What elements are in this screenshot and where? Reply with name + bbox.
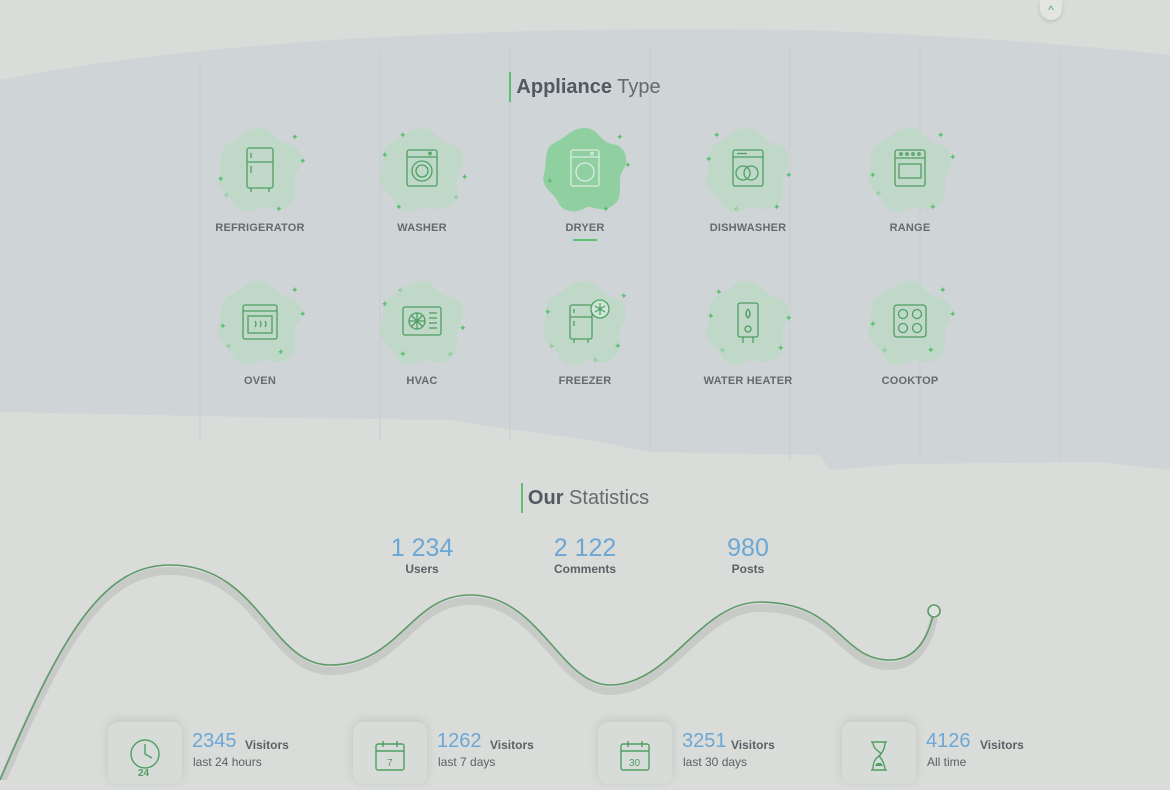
dishwasher-icon	[732, 149, 764, 187]
svg-text:✦: ✦	[461, 172, 467, 182]
appliance-dryer[interactable]: ✦ ✦ ✦ ✦ DRYER	[515, 126, 655, 256]
svg-text:✦: ✦	[949, 309, 955, 319]
water-heater-icon	[737, 302, 759, 343]
dryer-icon	[570, 149, 600, 187]
svg-text:✦: ✦	[929, 202, 937, 212]
svg-text:✦: ✦	[939, 285, 947, 295]
appliance-dishwasher[interactable]: ✦ ✦ ✦ ✧ ✦ DISHWASHER	[705, 128, 793, 234]
svg-text:7: 7	[387, 758, 393, 769]
appliance-section-title: Appliance Type	[0, 72, 1170, 102]
svg-text:24: 24	[138, 768, 150, 776]
svg-text:✦: ✦	[299, 309, 305, 319]
svg-text:✧: ✧	[719, 346, 726, 355]
svg-text:✦: ✦	[602, 204, 610, 214]
washer-icon	[406, 149, 438, 187]
stats-wave-shadow	[0, 566, 938, 780]
freezer-icon	[569, 299, 610, 343]
svg-text:✦: ✦	[869, 170, 877, 180]
svg-text:✧: ✧	[733, 205, 740, 214]
svg-text:✦: ✦	[949, 152, 955, 162]
svg-text:✧: ✧	[223, 191, 230, 200]
wave-end-dot	[927, 604, 941, 618]
range-icon	[894, 149, 926, 187]
stats-wave	[0, 564, 935, 780]
clock-24-icon: 24	[130, 739, 160, 776]
appliance-cooktop[interactable]: ✦ ✦ ✦ ✧ ✦ COOKTOP	[840, 279, 980, 409]
svg-text:✦: ✦	[614, 341, 622, 351]
svg-text:✦: ✦	[291, 132, 299, 142]
visitors-30d: 30 3251 Visitors last 30 days	[598, 720, 828, 790]
svg-text:✧: ✧	[881, 346, 888, 355]
appliance-hvac[interactable]: ✦ ✧ ✦ ✧ ✦ HVAC	[352, 279, 492, 409]
hourglass-icon	[871, 741, 887, 771]
active-underline	[573, 239, 597, 241]
appliance-range[interactable]: ✦ ✦ ✦ ✧ ✦ RANGE	[868, 128, 955, 234]
appliance-oven[interactable]: ✦ ✦ ✦ ✧ ✦ OVEN	[190, 279, 330, 409]
appliance-refrigerator[interactable]: ✦ ✦ ✦ ✧ ✦ REFRIGERATOR	[190, 126, 330, 256]
svg-text:✦: ✦	[773, 202, 781, 212]
svg-text:✦: ✦	[395, 202, 403, 212]
oven-icon	[242, 304, 278, 340]
svg-text:✦: ✦	[381, 150, 389, 160]
svg-text:✦: ✦	[299, 156, 305, 166]
cooktop-icon	[893, 304, 927, 338]
stat-users: 1 234 Users	[390, 534, 454, 576]
appliance-freezer[interactable]: ✦ ✦ ✧ ✦ ✧ FREEZER	[515, 279, 655, 409]
svg-text:✦: ✦	[869, 319, 877, 329]
svg-text:✦: ✦	[217, 174, 225, 184]
svg-text:✦: ✦	[275, 204, 283, 214]
svg-text:✦: ✦	[546, 176, 554, 186]
svg-text:✦: ✦	[620, 291, 628, 301]
visitors-24h: 24 2345 Visitors last 24 hours	[108, 720, 338, 790]
stat-posts: 980 Posts	[727, 534, 769, 576]
svg-text:✦: ✦	[381, 299, 389, 309]
svg-text:✦: ✦	[937, 130, 945, 140]
svg-text:✦: ✦	[544, 307, 552, 317]
visitors-7d: 7 1262 Visitors last 7 days	[353, 720, 583, 790]
svg-text:✦: ✦	[624, 160, 630, 170]
svg-text:✦: ✦	[705, 154, 713, 164]
calendar-30-icon: 30	[620, 741, 650, 771]
svg-text:✦: ✦	[713, 130, 721, 140]
svg-text:✧: ✧	[875, 189, 882, 198]
svg-text:✧: ✧	[447, 350, 454, 359]
stat-comments: 2 122 Comments	[553, 534, 617, 576]
svg-text:✦: ✦	[399, 349, 407, 359]
appliance-water-heater[interactable]: ✦ ✦ ✦ ✧ ✦ WATER HEATER	[678, 279, 818, 409]
svg-text:✦: ✦	[459, 323, 467, 333]
statistics-section-title: Our Statistics	[0, 483, 1170, 513]
svg-text:✦: ✦	[715, 287, 723, 297]
svg-text:✦: ✦	[219, 321, 227, 331]
svg-text:✦: ✦	[277, 347, 285, 357]
svg-text:✧: ✧	[453, 193, 460, 202]
svg-text:✧: ✧	[548, 342, 555, 351]
svg-text:✦: ✦	[785, 170, 793, 180]
svg-text:✦: ✦	[616, 132, 624, 142]
appliance-band	[0, 29, 1170, 470]
svg-text:✦: ✦	[399, 130, 407, 140]
svg-text:✦: ✦	[785, 313, 793, 323]
hvac-icon	[402, 306, 442, 336]
svg-text:✧: ✧	[592, 356, 599, 365]
svg-text:✦: ✦	[291, 285, 299, 295]
refrigerator-icon	[246, 147, 274, 192]
appliance-washer[interactable]: ✦ ✦ ✦ ✧ ✦ WASHER	[380, 128, 467, 234]
svg-text:✦: ✦	[777, 343, 785, 353]
svg-text:✦: ✦	[707, 311, 715, 321]
calendar-7-icon: 7	[375, 741, 405, 771]
chevron-up-icon: ^	[1048, 3, 1054, 17]
svg-text:✦: ✦	[927, 345, 935, 355]
scroll-to-top-button[interactable]: ^	[1040, 0, 1062, 20]
svg-text:✧: ✧	[225, 342, 232, 351]
visitors-all-time: 4126 Visitors All time	[842, 720, 1072, 790]
svg-text:✧: ✧	[397, 286, 404, 295]
svg-text:30: 30	[629, 758, 641, 769]
band-grid-lines	[199, 45, 1061, 460]
